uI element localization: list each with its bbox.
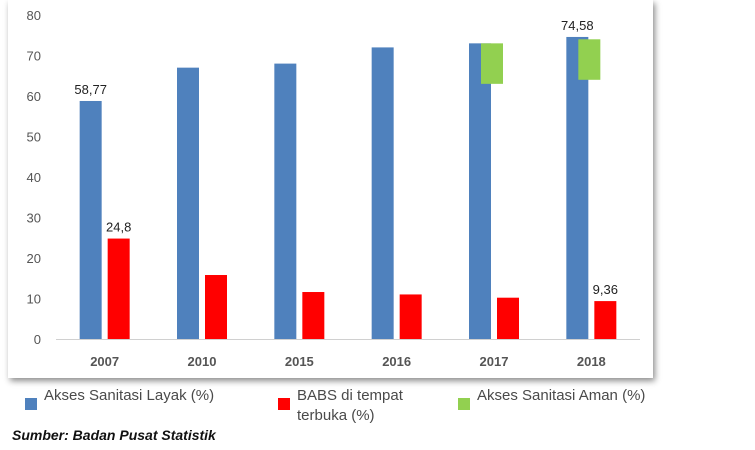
x-tick-label-2018: 2018 (577, 354, 606, 369)
legend-swatch-babs (278, 398, 290, 410)
data-label-babs-2007: 24,8 (106, 220, 131, 235)
legend-label-babs: BABS di tempat terbuka (%) (297, 387, 403, 424)
bar-aman-2017 (481, 43, 503, 84)
data-label-layak-2007: 58,77 (74, 82, 107, 97)
bar-layak-2018 (566, 36, 589, 340)
y-tick-label: 10 (27, 292, 41, 307)
x-tick-label-2010: 2010 (188, 354, 217, 369)
y-tick-label: 80 (27, 8, 41, 23)
bar-layak-2010 (177, 67, 199, 340)
legend-swatch-aman (458, 398, 470, 410)
bar-babs-2016 (399, 294, 422, 339)
x-tick-label-2015: 2015 (285, 354, 314, 369)
x-tick-label-2017: 2017 (480, 354, 509, 369)
y-tick-label: 0 (34, 332, 41, 347)
data-label-babs-2018: 9,36 (593, 282, 618, 297)
y-tick-label: 40 (27, 170, 41, 185)
x-tick-label-2007: 2007 (90, 354, 119, 369)
bar-babs-2015 (302, 292, 325, 339)
bar-babs-2007 (107, 238, 130, 339)
x-tick-label-2016: 2016 (382, 354, 411, 369)
bar-layak-2015 (274, 63, 297, 339)
bar-babs-2017 (497, 297, 519, 339)
bar-layak-2007 (79, 100, 102, 339)
legend-label-layak: Akses Sanitasi Layak (%) (44, 387, 215, 404)
source-note: Sumber: Badan Pusat Statistik (12, 427, 216, 443)
bar-babs-2010 (205, 275, 227, 339)
y-tick-label: 30 (27, 211, 41, 226)
bar-layak-2017 (469, 43, 491, 339)
data-label-layak-2018: 74,58 (561, 18, 594, 33)
y-tick-label: 60 (27, 89, 41, 104)
bar-aman-2018 (578, 39, 601, 80)
y-tick-label: 20 (27, 251, 41, 266)
legend-label-aman: Akses Sanitasi Aman (%) (477, 387, 646, 404)
bar-babs-2018 (594, 301, 617, 339)
bar-layak-2016 (371, 47, 394, 340)
y-tick-label: 70 (27, 49, 41, 64)
legend-swatch-layak (25, 398, 37, 410)
y-tick-label: 50 (27, 130, 41, 145)
